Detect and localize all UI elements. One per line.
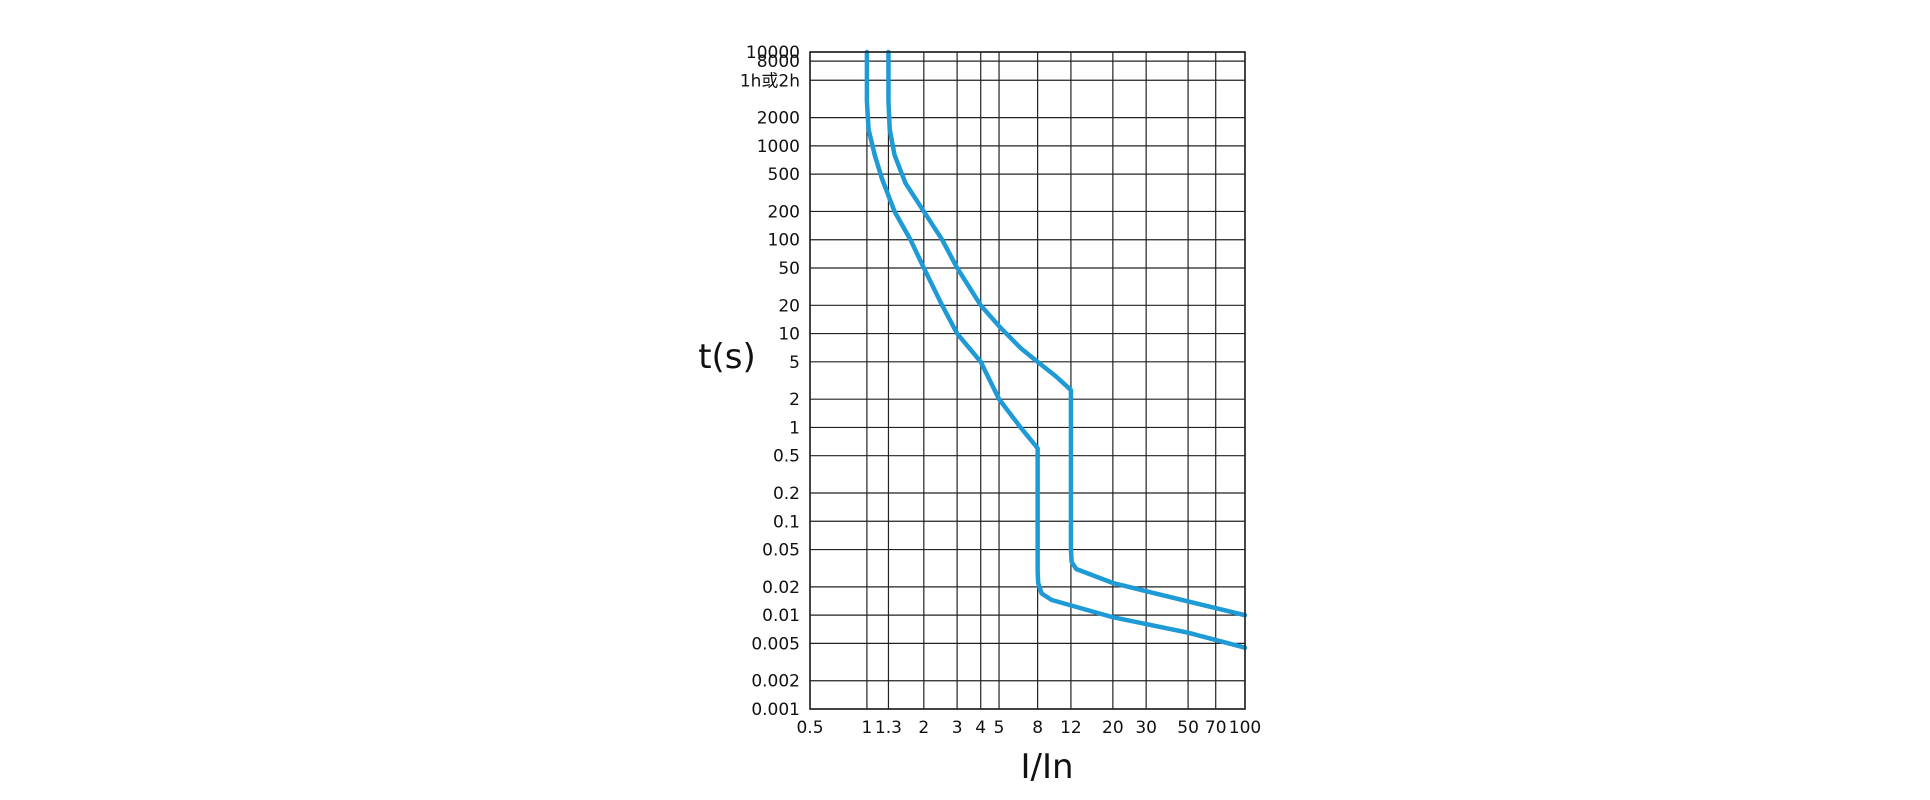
y-tick-label-200: 200 [768, 202, 800, 222]
y-tick-label-2000: 2000 [757, 109, 800, 129]
x-tick-label-70: 70 [1205, 718, 1227, 738]
y-tick-label-0-5: 0.5 [773, 447, 800, 467]
trip-curve-2 [886, 49, 1248, 618]
x-tick-label-1-3: 1.3 [875, 718, 902, 738]
y-tick-label-1: 1 [789, 418, 800, 438]
x-tick-labels: 0.5 1 1.3 2 3 4 5 8 12 20 30 50 70 100 [796, 718, 1261, 738]
y-tick-label-1000: 1000 [757, 137, 800, 157]
x-tick-label-12: 12 [1060, 718, 1082, 738]
x-axis-title: I/In [1020, 747, 1073, 787]
y-tick-label-0-05: 0.05 [762, 541, 800, 561]
y-tick-label-8000: 8000 [757, 52, 800, 72]
y-tick-label-5: 5 [789, 353, 800, 373]
x-tick-label-30: 30 [1135, 718, 1157, 738]
x-tick-label-100: 100 [1229, 718, 1261, 738]
y-tick-label-20: 20 [778, 296, 800, 316]
y-tick-label-0-002: 0.002 [751, 672, 800, 692]
trip-curve-1 [864, 49, 1248, 650]
x-tick-label-4: 4 [975, 718, 986, 738]
curves [864, 49, 1248, 650]
x-tick-label-2: 2 [918, 718, 929, 738]
y-tick-label-10000: 10000 [746, 43, 800, 63]
y-tick-label-0-001: 0.001 [751, 700, 800, 720]
y-axis-title: t(s) [698, 337, 756, 377]
plot-frame [809, 51, 1246, 710]
y-tick-label-0-1: 0.1 [773, 512, 800, 532]
x-tick-label-20: 20 [1102, 718, 1124, 738]
x-tick-label-8: 8 [1032, 718, 1043, 738]
x-tick-label-50: 50 [1177, 718, 1199, 738]
y-tick-label-1h-2h: 1h或2h [740, 71, 800, 91]
y-tick-label-0-02: 0.02 [762, 578, 800, 598]
x-tick-label-0-5: 0.5 [796, 718, 823, 738]
y-tick-label-500: 500 [768, 165, 800, 185]
x-tick-label-5: 5 [994, 718, 1005, 738]
y-tick-label-0-2: 0.2 [773, 484, 800, 504]
y-tick-label-50: 50 [778, 259, 800, 279]
y-tick-label-2: 2 [789, 390, 800, 410]
y-tick-label-0-01: 0.01 [762, 606, 800, 626]
x-tick-label-1: 1 [861, 718, 872, 738]
y-tick-label-10: 10 [778, 325, 800, 345]
y-tick-label-100: 100 [768, 231, 800, 251]
y-tick-label-0-005: 0.005 [751, 634, 800, 654]
x-tick-label-3: 3 [952, 718, 963, 738]
